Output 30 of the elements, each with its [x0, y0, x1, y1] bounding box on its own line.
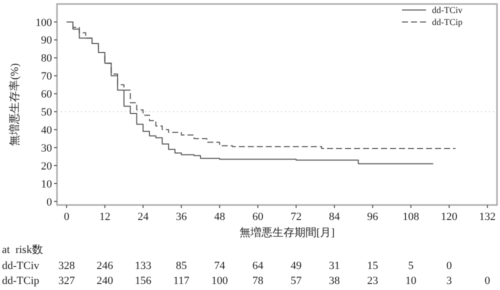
legend-label: dd-TCiv: [432, 5, 463, 16]
y-tick-label: 0: [46, 196, 52, 208]
x-tick-label: 96: [367, 211, 379, 223]
x-tick-label: 12: [99, 211, 110, 223]
y-tick-label: 80: [41, 52, 52, 65]
text: dd-TCiv 328 246 133 85 74 64 49 31 15 5 0: [2, 260, 452, 272]
x-tick-label: 24: [138, 211, 150, 223]
text: at risk数: [2, 244, 43, 256]
y-tick-label: 10: [41, 178, 52, 190]
legend-label: dd-TCip: [432, 17, 463, 28]
x-tick-label: 60: [252, 211, 264, 223]
x-tick-label: 108: [402, 211, 420, 223]
y-tick-label: 90: [41, 34, 52, 47]
x-tick-label: 36: [176, 211, 188, 223]
x-tick-label: 72: [290, 211, 302, 223]
y-tick-label: 60: [41, 88, 52, 101]
y-tick-label: 50: [41, 106, 52, 119]
x-tick-label: 48: [214, 211, 226, 223]
x-tick-label: 0: [64, 211, 70, 223]
x-tick-label: 120: [440, 211, 458, 223]
x-tick-label: 84: [328, 211, 340, 223]
x-tick-label: 132: [479, 211, 496, 223]
y-tick-label: 100: [36, 16, 52, 29]
text: dd-TCip 327 240 156 117 100 78 57 38 23 10 3 0: [2, 275, 490, 287]
y-tick-label: 70: [41, 70, 52, 83]
y-tick-label: 30: [41, 142, 52, 154]
y-tick-label: 40: [41, 124, 52, 136]
y-tick-label: 20: [41, 160, 52, 172]
y-axis-title: 無増悪生存率(%): [8, 62, 21, 146]
x-axis-title: 無増悪生存期間[月]: [239, 226, 335, 239]
